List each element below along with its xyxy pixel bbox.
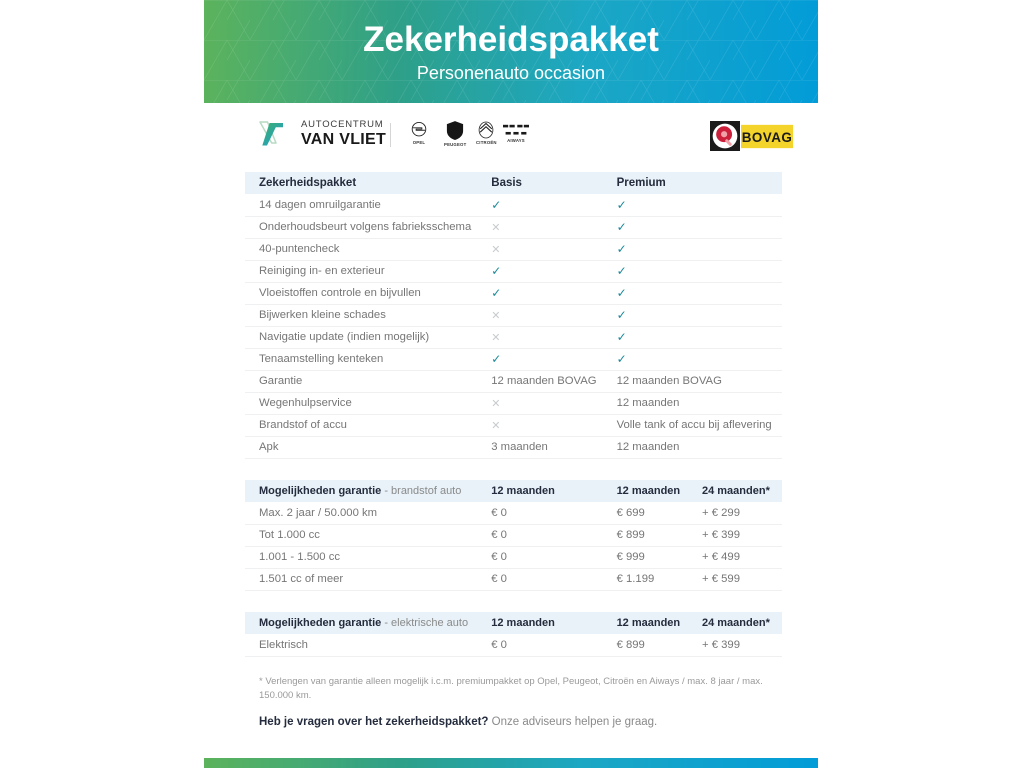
svg-text:BOVAG: BOVAG: [742, 129, 793, 144]
